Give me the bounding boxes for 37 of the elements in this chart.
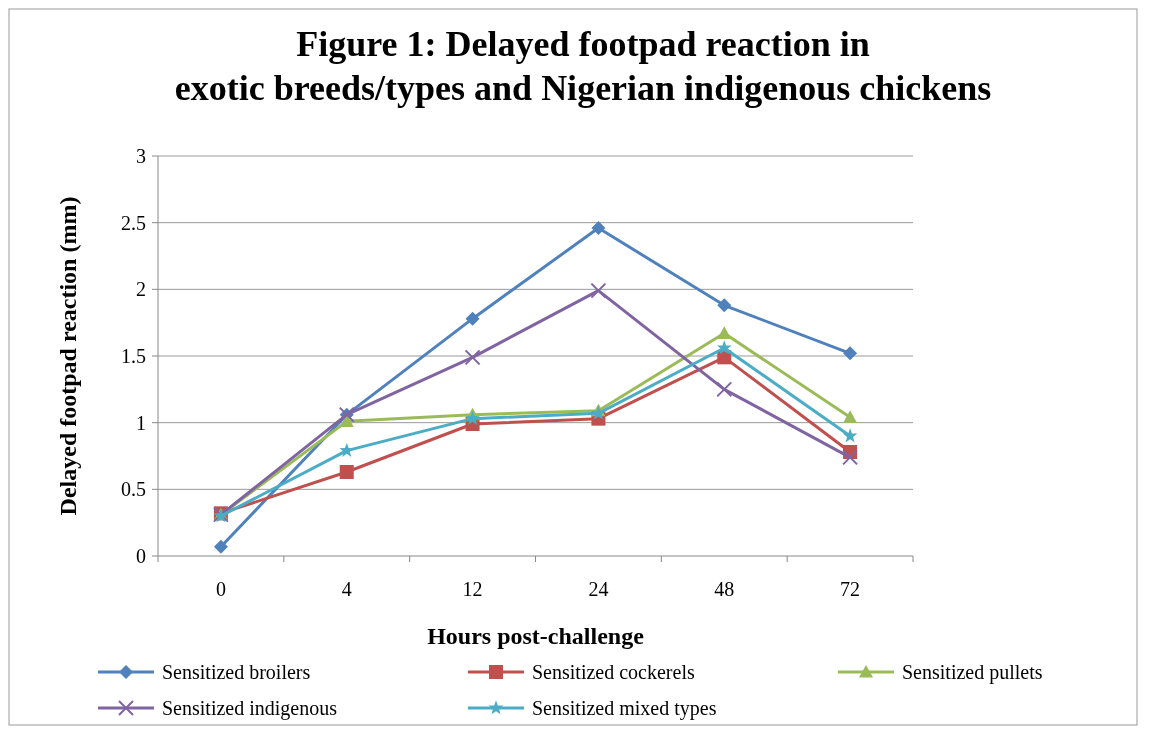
legend-label: Sensitized broilers: [162, 661, 311, 683]
legend-label: Sensitized mixed types: [532, 697, 717, 720]
x-axis-title: Hours post-challenge: [427, 623, 645, 649]
point: [842, 449, 859, 466]
point: [717, 298, 732, 313]
y-axis-title: Delayed footpad reaction (mm): [55, 196, 81, 516]
point: [590, 282, 607, 299]
legend-label: Sensitized indigenous: [162, 697, 338, 720]
legend-label: Sensitized cockerels: [532, 661, 695, 683]
x-tick-label: 12: [462, 578, 483, 600]
point: [339, 465, 354, 479]
x-tick-label: 4: [341, 578, 352, 600]
point: [339, 414, 354, 427]
point: [464, 349, 481, 366]
y-tick-label: 3: [136, 145, 146, 167]
point: [465, 410, 480, 425]
y-tick-label: 2.5: [121, 211, 146, 234]
point: [465, 311, 480, 326]
point: [716, 340, 732, 355]
y-tick-label: 1.5: [121, 345, 146, 367]
y-tick-label: 0: [136, 545, 146, 567]
x-tick-label: 72: [840, 578, 861, 600]
point: [213, 539, 228, 554]
point: [843, 346, 858, 361]
point: [843, 410, 858, 423]
point: [591, 221, 606, 235]
x-tick-label: 24: [588, 578, 609, 600]
point: [717, 326, 732, 339]
x-tick-label: 0: [215, 578, 226, 600]
y-tick-label: 0.5: [121, 478, 146, 501]
x-tick-label: 48: [714, 578, 735, 600]
point: [842, 428, 858, 443]
y-tick-label: 1: [136, 411, 146, 434]
chart-title: Figure 1: Delayed footpad reaction in exotic breeds/types and Nigerian indigenous chickens: [174, 24, 992, 108]
point: [716, 381, 733, 398]
y-tick-label: 2: [136, 278, 146, 301]
legend-label: Sensitized pullets: [902, 661, 1043, 684]
